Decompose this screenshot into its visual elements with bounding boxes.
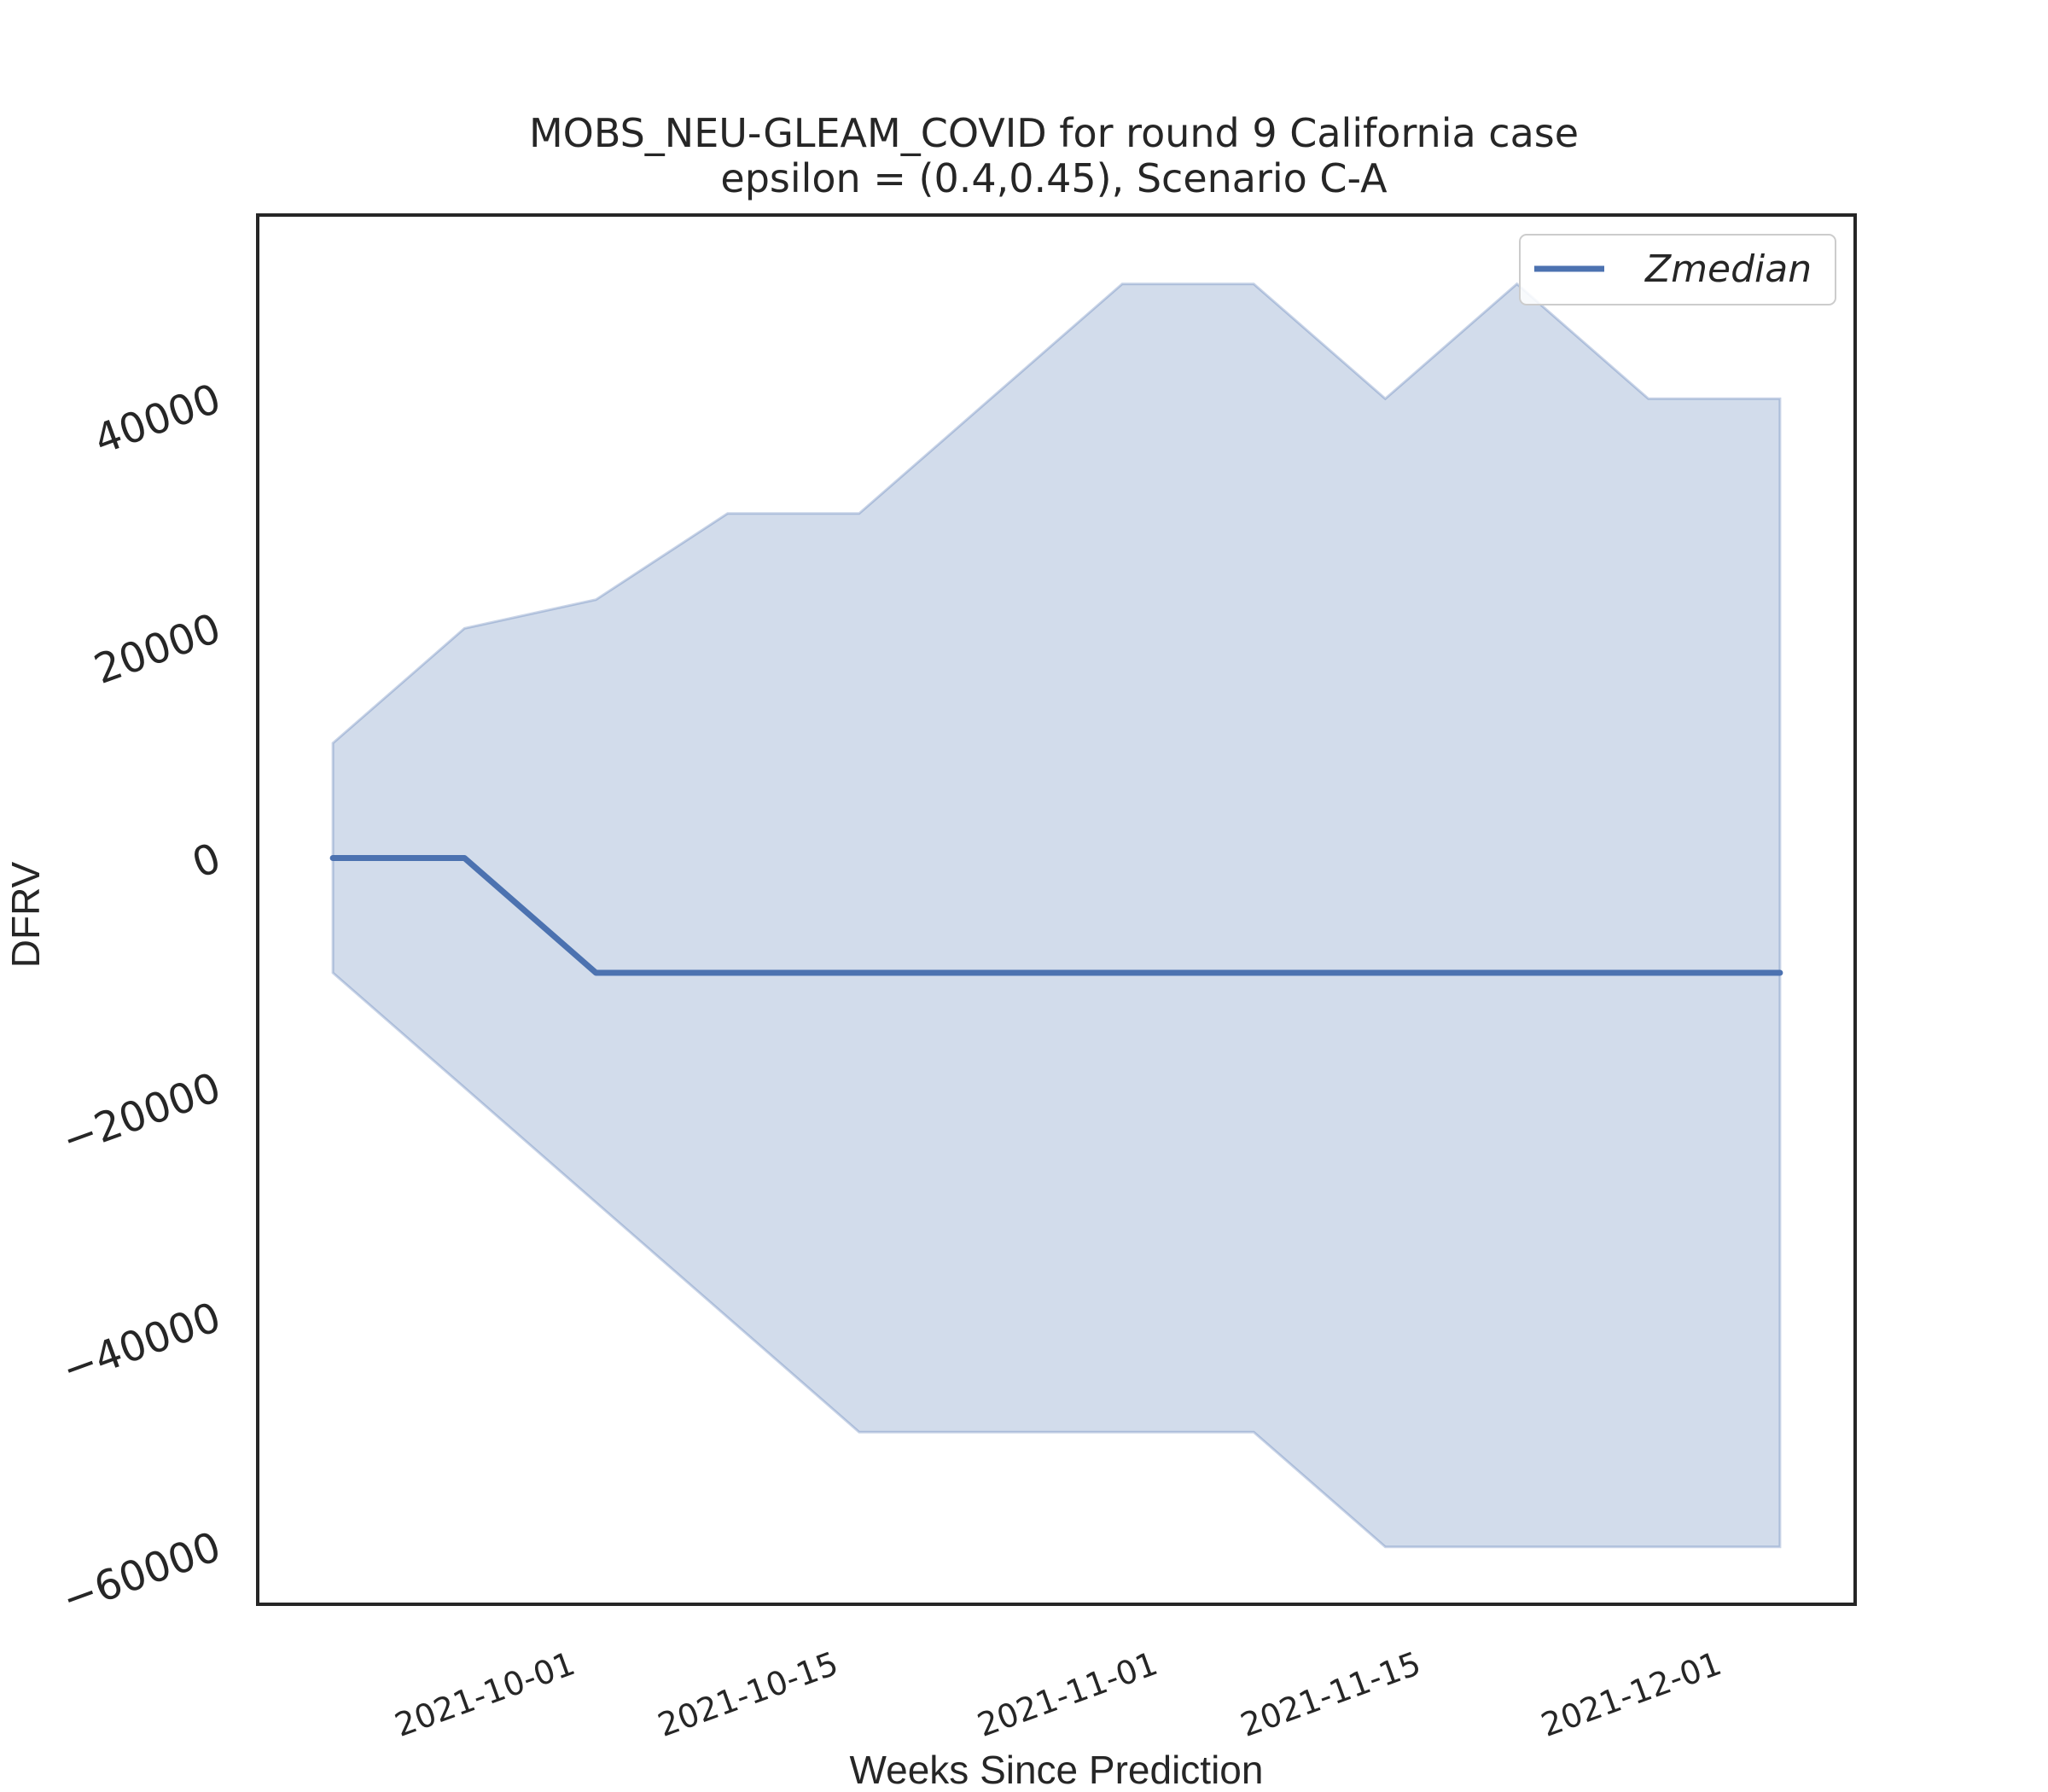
chart-subtitle: epsilon = (0.4,0.45), Scenario C-A [720, 155, 1388, 201]
chart-title: MOBS_NEU-GLEAM_COVID for round 9 Califor… [529, 110, 1579, 156]
plot-frame [256, 213, 1857, 1606]
legend-label-zmedian: Zmedian [1644, 247, 1812, 291]
y-axis-label: DFRV [3, 861, 48, 968]
y-tick-label: −20000 [55, 1063, 226, 1165]
uncertainty-band [331, 282, 1782, 1549]
x-axis: 2021-10-01 2021-10-15 2021-11-01 2021-11-15… [390, 1644, 1726, 1744]
y-tick-label: −60000 [55, 1523, 226, 1625]
x-tick-label: 2021-10-15 [653, 1644, 843, 1744]
y-tick-label: 40000 [88, 375, 227, 464]
y-tick-label: −40000 [55, 1293, 226, 1394]
y-tick-label: 0 [186, 834, 227, 887]
series-line-zmedian [329, 855, 1783, 976]
x-tick-label: 2021-11-01 [973, 1644, 1163, 1744]
legend: Zmedian [1519, 234, 1836, 305]
y-tick-label: 20000 [88, 604, 227, 694]
plot-area [329, 282, 1783, 1549]
y-axis: −60000 −40000 −20000 0 20000 40000 [55, 375, 226, 1624]
x-tick-label: 2021-12-01 [1536, 1644, 1726, 1744]
legend-box [1519, 234, 1836, 305]
x-tick-label: 2021-10-01 [390, 1644, 580, 1744]
x-axis-label: Weeks Since Prediction [850, 1748, 1264, 1792]
x-tick-label: 2021-11-15 [1236, 1644, 1426, 1744]
